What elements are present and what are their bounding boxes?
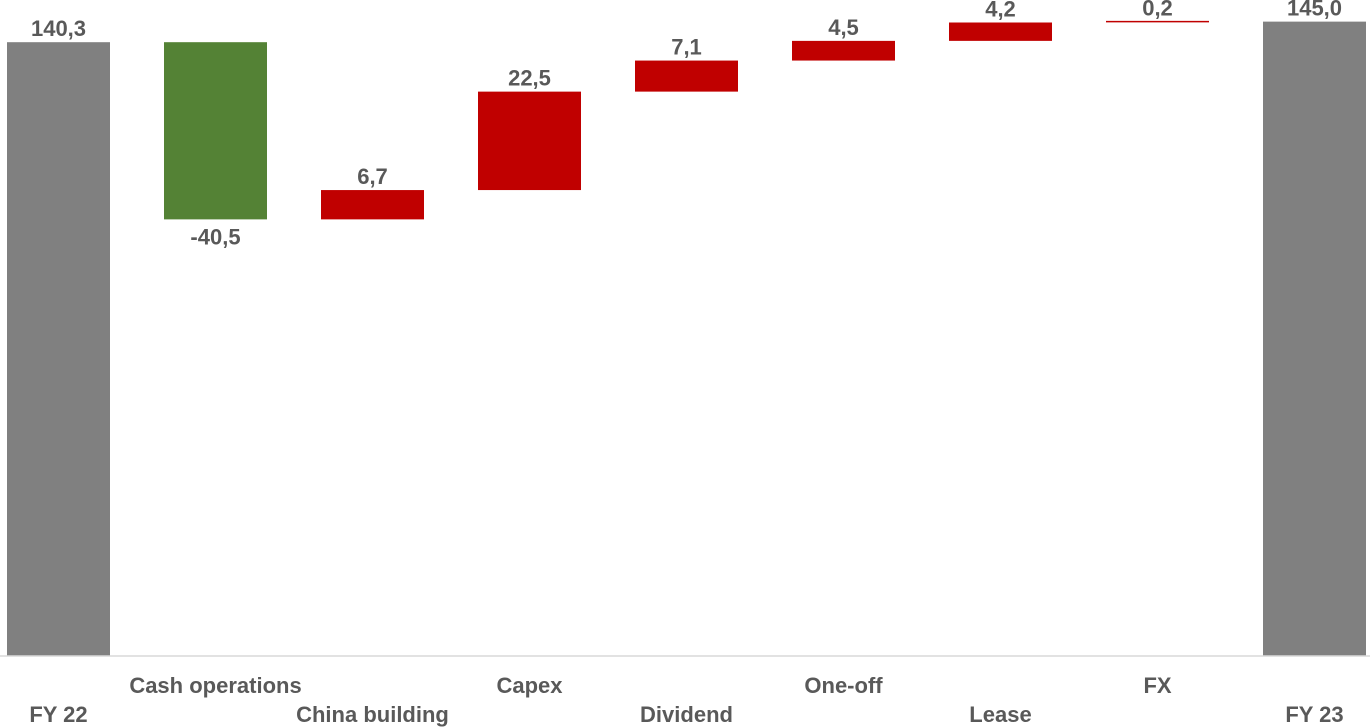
value-label-china-building: 6,7 [357,164,388,189]
category-labels-group: FY 22 Cash operations China building Capex D… [29,673,1343,727]
bar-cash-operations [164,42,267,220]
category-label-fy-23: FY 23 [1285,702,1343,727]
category-label-fy-22: FY 22 [29,702,87,727]
value-label-cash-operations: -40,5 [190,224,240,249]
value-label-fy-22: 140,3 [31,16,86,41]
value-label-one-off: 4,5 [828,15,859,40]
bars-group [7,20,1366,656]
category-label-china-building: China building [296,702,449,727]
bar-one-off [792,40,895,61]
bar-lease [949,22,1052,41]
value-label-fy-23: 145,0 [1287,0,1342,21]
value-label-dividend: 7,1 [671,35,702,60]
value-label-fx: 0,2 [1142,0,1173,21]
value-label-capex: 22,5 [508,66,551,91]
bar-fy-22 [7,42,110,656]
bar-fy-23 [1263,21,1366,656]
category-label-one-off: One-off [804,673,883,698]
value-labels-group: 140,3 -40,5 6,7 22,5 7,1 4,5 4,2 0,2 145,0 [31,0,1342,249]
value-label-lease: 4,2 [985,0,1016,22]
category-label-fx: FX [1143,673,1171,698]
bar-capex [478,91,581,191]
category-label-capex: Capex [496,673,563,698]
bar-dividend [635,60,738,92]
category-label-dividend: Dividend [640,702,733,727]
category-label-cash-operations: Cash operations [129,673,301,698]
bar-fx [1106,20,1209,23]
category-label-lease: Lease [969,702,1031,727]
bar-china-building [321,190,424,220]
